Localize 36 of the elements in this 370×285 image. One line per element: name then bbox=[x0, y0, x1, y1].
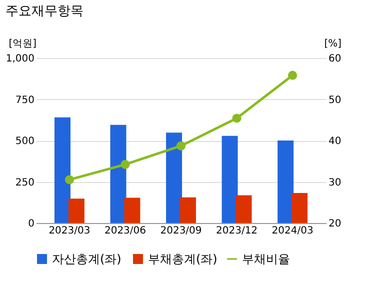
x-tick-label: 2024/03 bbox=[272, 226, 314, 236]
bar bbox=[180, 197, 196, 223]
bar bbox=[292, 192, 308, 223]
bar bbox=[110, 124, 126, 223]
y2-tick-label: 30 bbox=[328, 177, 342, 188]
y-tick-label: 250 bbox=[15, 177, 34, 188]
x-tick-label: 2023/09 bbox=[160, 226, 202, 236]
bar bbox=[166, 132, 182, 223]
legend-label: 부채비율 bbox=[242, 252, 290, 266]
bar bbox=[54, 117, 70, 223]
y-tick-label: 500 bbox=[15, 136, 34, 147]
y-tick-label: 750 bbox=[15, 94, 34, 106]
legend-label: 자산총계(좌) bbox=[52, 252, 122, 266]
bar bbox=[236, 195, 252, 223]
point bbox=[288, 70, 298, 80]
x-tick-label: 2023/06 bbox=[104, 226, 146, 236]
x-tick-label: 2023/03 bbox=[48, 226, 90, 236]
point bbox=[232, 114, 242, 123]
y2-tick-label: 60 bbox=[328, 54, 342, 64]
bar bbox=[278, 140, 294, 223]
point bbox=[64, 175, 74, 184]
y2-tick-label: 20 bbox=[328, 218, 342, 230]
bar bbox=[68, 198, 84, 223]
legend-label: 부채총계(좌) bbox=[148, 252, 218, 266]
bar bbox=[124, 198, 140, 223]
y2-axis-title: [%] bbox=[324, 38, 342, 50]
y-tick-label: 1,000 bbox=[6, 54, 34, 64]
y-axis-title: [억원] bbox=[8, 38, 37, 50]
point bbox=[176, 141, 186, 150]
point bbox=[120, 160, 130, 169]
y-tick-label: 0 bbox=[28, 218, 34, 230]
y2-tick-label: 50 bbox=[328, 94, 342, 106]
bar bbox=[222, 136, 238, 223]
chart-title: 주요재무항목 bbox=[5, 4, 84, 19]
x-tick-label: 2023/12 bbox=[216, 226, 258, 236]
y2-tick-label: 40 bbox=[328, 136, 342, 147]
